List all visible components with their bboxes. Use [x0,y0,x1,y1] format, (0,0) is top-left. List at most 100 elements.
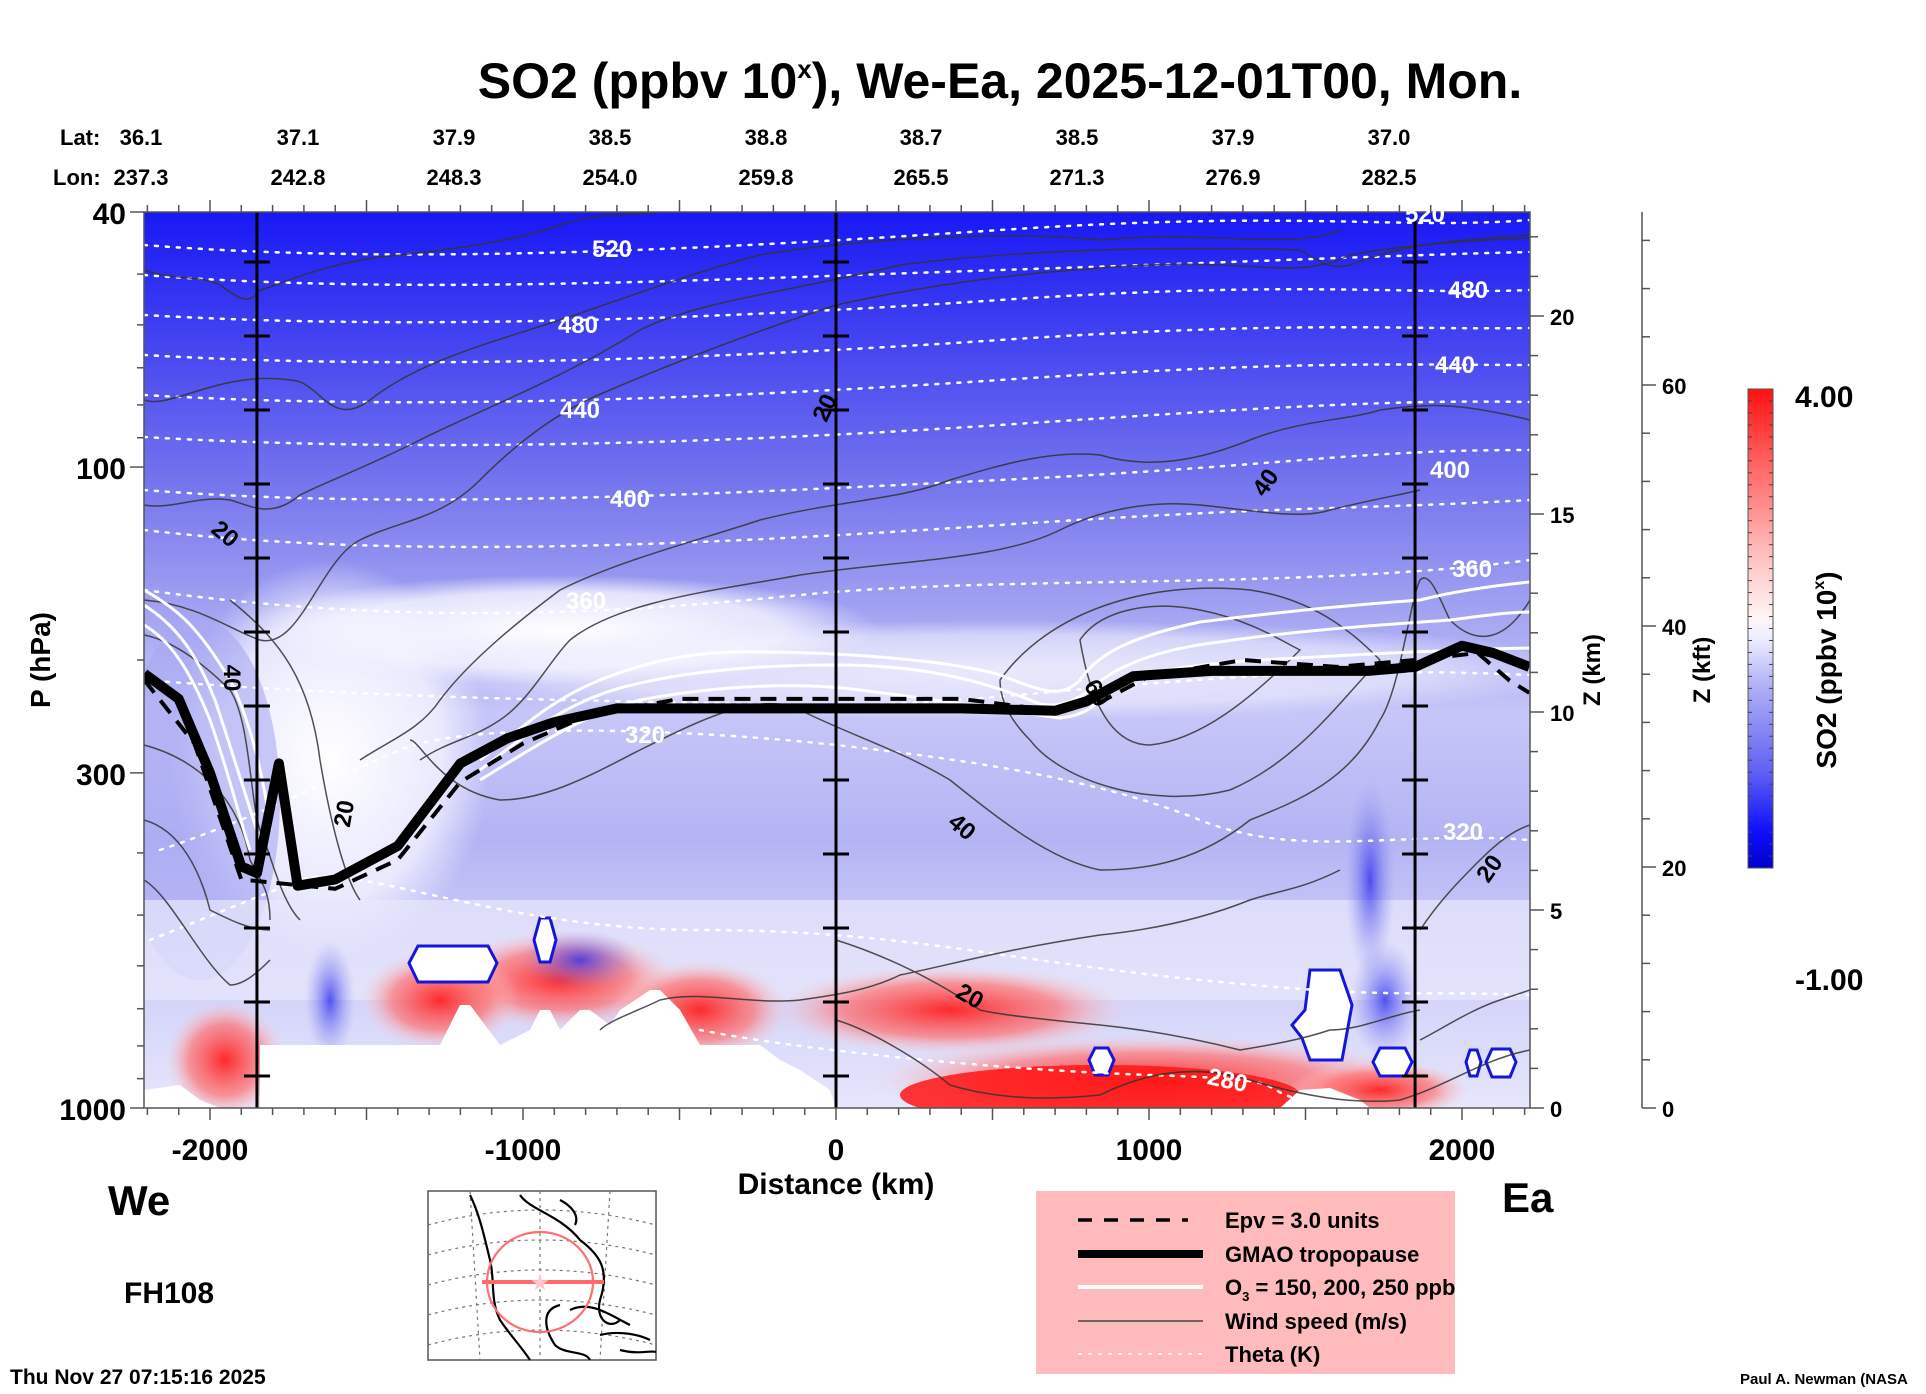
ozone-contour-250 [144,588,272,831]
theta-label: 440 [560,397,600,424]
lat-label: Lat: [60,125,100,150]
wind-contour-20 [144,234,1530,510]
theta-contour-460 [144,325,1530,364]
theta-contour-400 [144,448,1530,501]
y-tick-label: 300 [76,759,126,792]
theta-contour-520 [144,218,1530,256]
z-kft-tick-label: 20 [1662,856,1686,881]
lon-value: 271.3 [1049,165,1104,190]
colorbar-label: SO2 (ppbv 10x) [1811,571,1842,768]
epv-line [144,650,1530,891]
theta-contour-340 [144,670,1530,707]
plot-area [144,212,1530,1108]
z-km-tick-label: 20 [1550,305,1574,330]
chart-title: SO2 (ppbv 10x), We-Ea, 2025-12-01T00, Mo… [478,53,1522,109]
x-tick-label: 2000 [1429,1134,1496,1167]
terrain-mask [400,990,760,1108]
z-kft-axis: 0 20 40 60 [1641,212,1686,1122]
wind-contour-40 [359,404,1530,761]
ozone-contour-200 [144,603,262,841]
terrain-mask [260,1045,400,1108]
lon-value: 276.9 [1205,165,1260,190]
z-km-axis-label: Z (km) [1579,634,1606,706]
lon-value: 237.3 [113,165,168,190]
lat-value: 36.1 [120,125,163,150]
y-tick-label: 1000 [59,1094,126,1127]
lat-value: 38.7 [900,125,943,150]
missing-data-cell [1484,1047,1518,1079]
z-kft-tick-label: 60 [1662,374,1686,399]
y-tick-label: 40 [93,198,126,231]
wind-contour [419,489,1421,761]
so2-high-region [770,965,1130,1055]
inset-map-coastlines [469,1194,657,1361]
wind-contour [144,744,271,921]
wind-contour [144,229,1341,411]
so2-high-region [165,1000,285,1108]
lon-value: 248.3 [426,165,481,190]
theta-contour-500 [144,250,1530,287]
ozone-contour-150 [144,623,252,851]
theta-contour-440 [144,363,1530,404]
legend: Epv = 3.0 units GMAO tropopause O3 = 150… [1036,1191,1455,1374]
colorbar: 4.00 -1.00 SO2 (ppbv 10x) [1747,381,1863,997]
so2-high-region [900,1065,1300,1108]
ozone-contour-250 [479,580,1530,762]
legend-tropopause-label: GMAO tropopause [1225,1242,1419,1267]
wind-contour-20 [1419,824,1530,931]
theta-label: 480 [1448,277,1488,304]
wind-contour [999,587,1382,797]
theta-label: 400 [1430,457,1470,484]
x-axis: -2000 -1000 0 1000 2000 [146,200,1526,1167]
wind-label: 40 [218,665,245,692]
theta-label: 400 [610,486,650,513]
y-axis-pressure: 40 100 300 1000 [59,198,144,1127]
wind-contour [835,1019,1530,1103]
z-kft-tick-label: 0 [1662,1097,1674,1122]
z-km-tick-label: 0 [1550,1097,1562,1122]
lat-value: 37.9 [1212,125,1255,150]
y-tick-label: 100 [76,453,126,486]
theta-contour-420 [144,400,1530,447]
x-tick-label: -2000 [172,1134,249,1167]
legend-ozone-label: O3 = 150, 200, 250 ppb [1225,1275,1455,1304]
timestamp: Thu Nov 27 07:15:16 2025 [10,1366,266,1389]
theta-label: 440 [1435,352,1475,379]
terrain-mask [144,1085,220,1108]
z-kft-axis-label: Z (kft) [1689,637,1716,704]
y-axis-label: P (hPa) [25,612,56,708]
x-tick-label: 1000 [1116,1134,1183,1167]
legend-wind-label: Wind speed (m/s) [1225,1309,1407,1334]
theta-label: 480 [558,312,598,339]
lon-value: 265.5 [893,165,948,190]
lat-value: 38.8 [745,125,788,150]
z-km-tick-label: 10 [1550,701,1574,726]
z-kft-tick-label: 40 [1662,615,1686,640]
lon-value: 259.8 [738,165,793,190]
theta-contour-480 [144,288,1530,324]
x-tick-label: 0 [828,1134,845,1167]
z-km-axis: 0 5 10 15 20 [1530,236,1574,1122]
lon-value: 282.5 [1361,165,1416,190]
credit: Paul A. Newman (NASA [1740,1371,1908,1388]
legend-theta-label: Theta (K) [1225,1342,1320,1367]
theta-labels: 520 520 480 480 440 440 400 400 360 360 … [558,201,1492,1098]
forecast-hour: FH108 [124,1277,214,1310]
z-km-tick-label: 15 [1550,503,1574,528]
west-label: We [108,1177,170,1224]
wind-contour [144,212,661,300]
lat-value: 37.1 [277,125,320,150]
so2-low-region [1345,780,1395,980]
wind-label: 20 [329,798,360,829]
theta-contour-380 [144,498,1530,549]
ozone-contour-200 [479,610,1530,772]
wind-contour-60 [1079,605,1302,746]
lat-value: 38.5 [589,125,632,150]
wind-contour [1419,989,1530,1041]
wind-contour-40 [144,634,301,921]
x-tick-label: -1000 [485,1134,562,1167]
z-km-tick-label: 5 [1550,899,1562,924]
colorbar-ticks [1748,400,1773,857]
theta-label: 320 [625,722,665,749]
